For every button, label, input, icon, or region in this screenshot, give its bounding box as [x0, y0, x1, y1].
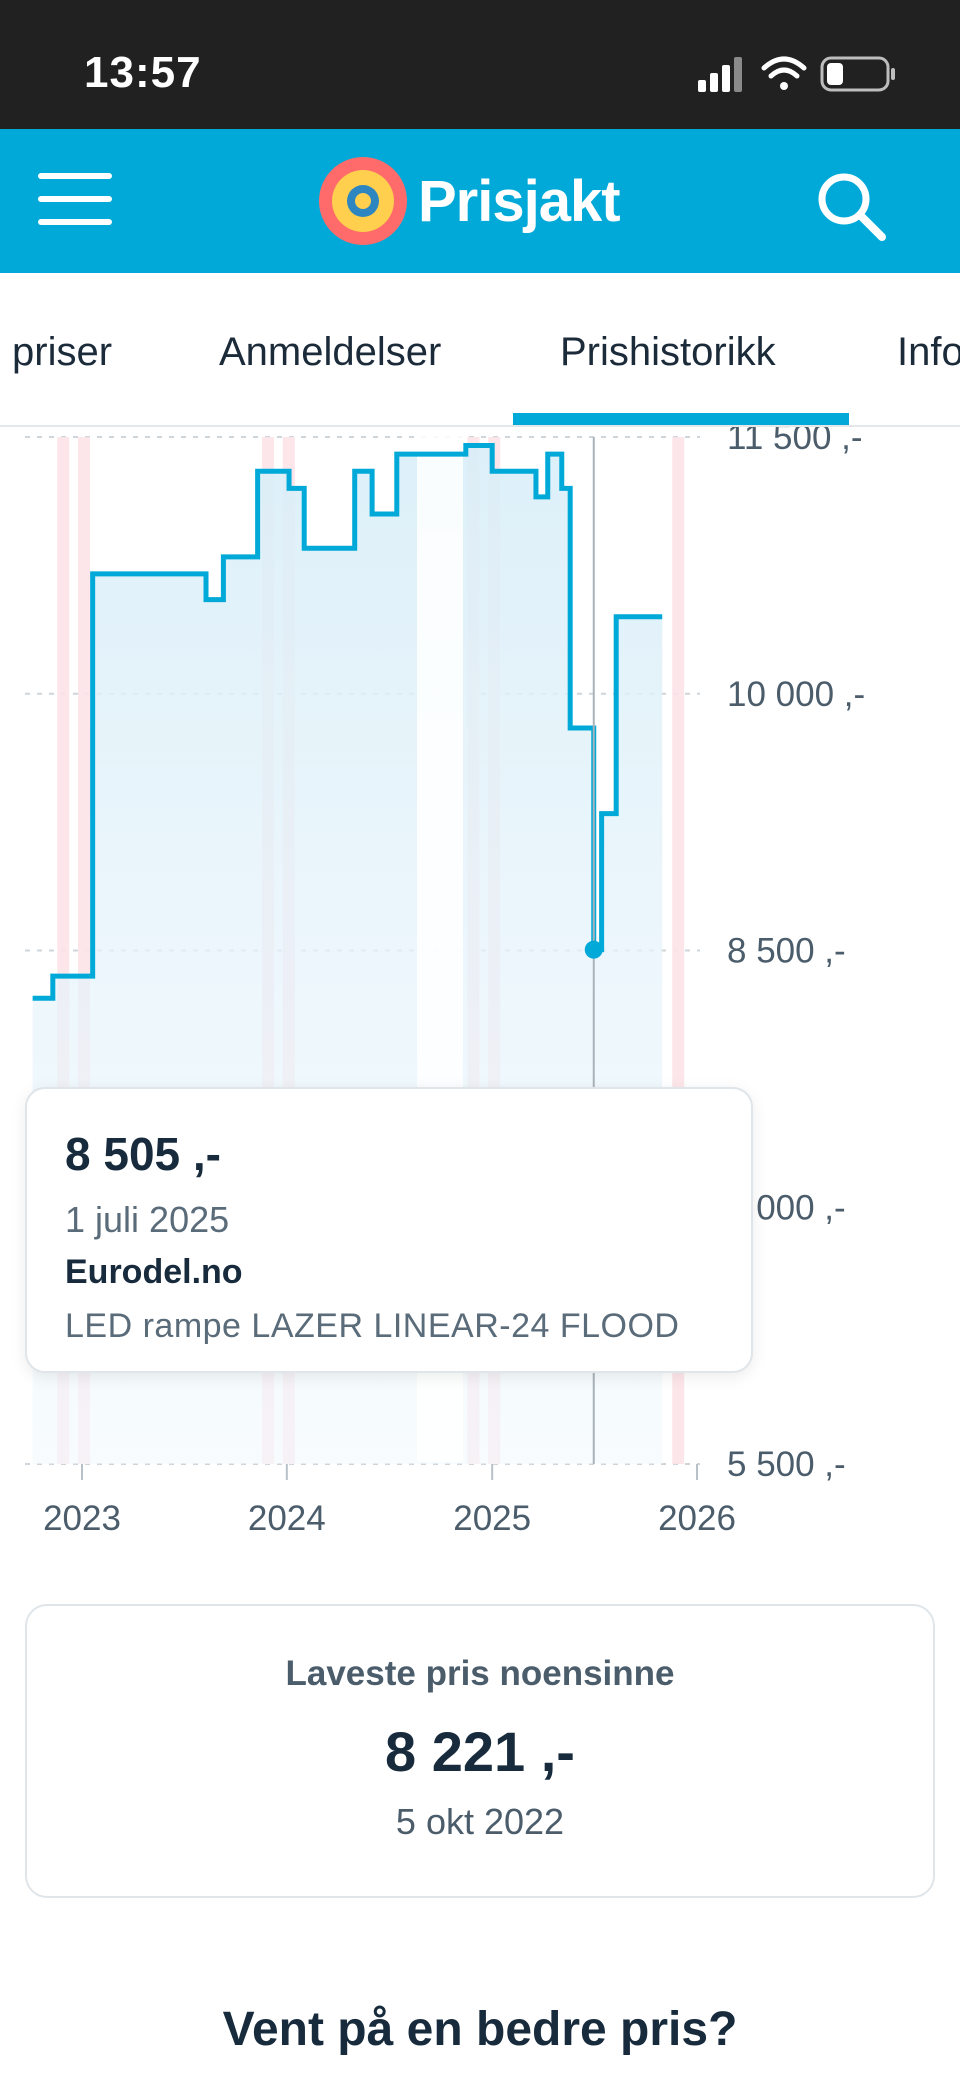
- wait-for-better-price-heading: Vent på en bedre pris?: [222, 2003, 738, 2056]
- product-tabs: priser Anmeldelser Prishistorikk Info: [0, 273, 960, 427]
- y-tick-label: 11 500 ,-: [727, 427, 863, 457]
- tab-info[interactable]: Info: [897, 330, 960, 374]
- search-button[interactable]: [812, 167, 892, 247]
- signal-wifi-battery-icons: [698, 56, 895, 92]
- lowest-price-value: 8 221 ,-: [385, 1720, 575, 1783]
- y-tick-label: 8 500 ,-: [727, 932, 846, 971]
- tooltip-shop[interactable]: Eurodel.no: [65, 1253, 243, 1291]
- x-tick-label: 2024: [248, 1499, 326, 1538]
- brand-name: Prisjakt: [418, 169, 621, 234]
- y-tick-label: 10 000 ,-: [727, 675, 865, 714]
- wifi-icon: [761, 56, 807, 90]
- x-tick-label: 2023: [43, 1499, 121, 1538]
- battery-icon: [820, 56, 895, 92]
- y-tick-label: 5 500 ,-: [727, 1445, 846, 1484]
- x-tick-label: 2026: [658, 1499, 736, 1538]
- menu-button[interactable]: [38, 173, 112, 229]
- price-history-chart[interactable]: 11 500 ,- 10 000 ,- 8 500 ,- 7 000 ,- 5 500 …: [0, 427, 960, 1557]
- status-time: 13:57: [84, 48, 202, 97]
- lowest-price-label: Laveste pris noensinne: [285, 1654, 675, 1693]
- search-icon: [818, 173, 886, 241]
- hamburger-menu-icon: [38, 173, 112, 179]
- signal-icon: [698, 57, 742, 92]
- tooltip-price: 8 505 ,-: [65, 1128, 221, 1180]
- status-icons: [698, 52, 908, 96]
- tooltip-date: 1 juli 2025: [65, 1199, 230, 1240]
- lowest-price-date: 5 okt 2022: [395, 1801, 565, 1842]
- active-tab-indicator: [513, 413, 849, 425]
- brand-logo-link[interactable]: Prisjakt: [318, 156, 658, 246]
- price-tooltip: 8 505 ,- 1 juli 2025 Eurodel.no LED ramp…: [25, 1087, 753, 1373]
- tab-anmeldelser[interactable]: Anmeldelser: [219, 330, 442, 374]
- highlight-point: [584, 940, 603, 959]
- lowest-price-card: Laveste pris noensinne 8 221 ,- 5 okt 20…: [25, 1604, 935, 1898]
- x-tick-label: 2025: [453, 1499, 531, 1538]
- price-history-svg: 11 500 ,-10 000 ,-8 500 ,-7 000 ,-5 500 …: [25, 427, 865, 1538]
- app-header: Prisjakt: [0, 129, 960, 273]
- tab-priser[interactable]: priser: [12, 330, 113, 374]
- status-bar: 13:57: [0, 0, 960, 129]
- tooltip-product: LED rampe LAZER LINEAR-24 FLOOD: [65, 1307, 680, 1345]
- tab-prishistorikk[interactable]: Prishistorikk: [560, 330, 776, 374]
- prisjakt-logo-icon: [319, 157, 407, 245]
- price-line: [32, 443, 663, 1001]
